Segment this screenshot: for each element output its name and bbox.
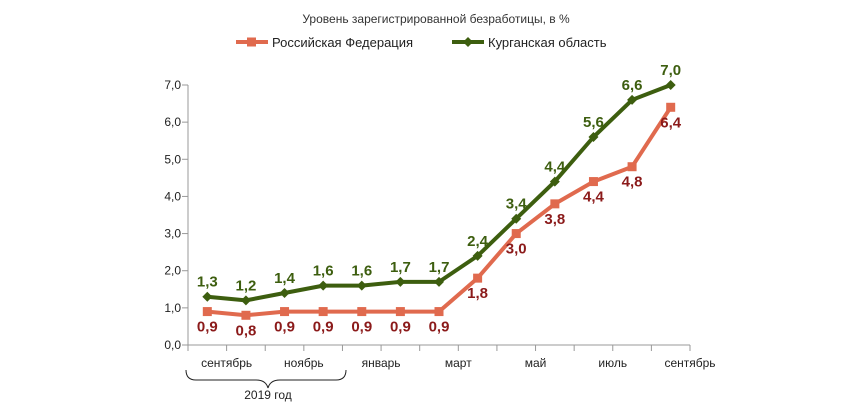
x-tick-label: январь — [362, 356, 401, 370]
legend-marker-rf — [247, 37, 256, 47]
y-tick-label: 1,0 — [164, 301, 181, 315]
data-label-kurgan: 1,2 — [235, 277, 256, 294]
y-tick-label: 2,0 — [164, 264, 181, 278]
y-tick-label: 6,0 — [164, 115, 181, 129]
point-rf — [588, 177, 598, 187]
point-rf — [666, 102, 676, 112]
point-kurgan — [318, 280, 329, 291]
data-label-kurgan: 1,4 — [274, 270, 296, 287]
point-kurgan — [395, 276, 406, 287]
point-kurgan — [472, 250, 483, 261]
point-rf — [550, 199, 560, 209]
y-tick-label: 7,0 — [164, 78, 181, 92]
data-label-kurgan: 7,0 — [660, 62, 681, 79]
point-rf — [318, 307, 328, 317]
point-rf — [511, 229, 521, 239]
y-tick-label: 5,0 — [164, 152, 181, 166]
point-rf — [395, 307, 405, 317]
data-label-kurgan: 3,4 — [506, 196, 528, 213]
year-bracket: 2019 год — [185, 369, 347, 402]
x-tick-label: март — [445, 356, 472, 370]
point-kurgan — [627, 94, 638, 105]
data-label-kurgan: 6,6 — [622, 77, 643, 94]
x-tick-label: ноябрь — [284, 356, 324, 370]
point-rf — [473, 273, 483, 283]
data-label-rf: 1,8 — [467, 285, 488, 302]
data-label-rf: 3,0 — [506, 241, 527, 258]
point-rf — [241, 310, 251, 320]
data-label-rf: 4,4 — [583, 189, 605, 206]
point-rf — [627, 162, 637, 172]
data-label-kurgan: 4,4 — [544, 159, 566, 176]
data-label-kurgan: 1,7 — [429, 259, 450, 276]
point-rf — [202, 307, 212, 317]
y-tick-label: 0,0 — [164, 338, 181, 352]
data-label-kurgan: 1,6 — [313, 263, 334, 280]
y-axis: 0,0 1,0 2,0 3,0 4,0 5,0 6,0 7,0 — [164, 78, 189, 352]
x-tick-label: сентябрь — [664, 356, 715, 370]
point-rf — [280, 307, 290, 317]
y-tick-label: 3,0 — [164, 227, 181, 241]
legend-label-rf: Российская Федерация — [272, 35, 413, 50]
point-kurgan — [240, 295, 251, 306]
data-label-rf: 0,9 — [274, 319, 295, 336]
data-label-rf: 0,9 — [351, 319, 372, 336]
chart-title: Уровень зарегистрированной безработицы, … — [302, 12, 570, 26]
x-tick-label: май — [525, 356, 547, 370]
x-tick-label: июль — [598, 356, 627, 370]
x-tick-label: сентябрь — [201, 356, 252, 370]
legend-entry-rf: Российская Федерация — [236, 35, 413, 50]
point-kurgan — [202, 291, 213, 302]
point-kurgan — [356, 280, 367, 291]
data-label-kurgan: 1,3 — [197, 274, 218, 291]
legend-marker-kurgan — [463, 37, 473, 47]
point-rf — [434, 307, 444, 317]
data-label-rf: 0,8 — [235, 322, 256, 339]
point-kurgan — [588, 132, 599, 142]
data-label-rf: 0,9 — [429, 319, 450, 336]
data-label-rf: 3,8 — [544, 211, 565, 228]
y-tick-label: 4,0 — [164, 189, 181, 203]
legend-entry-kurgan: Курганская область — [452, 35, 607, 50]
data-label-kurgan: 2,4 — [467, 233, 489, 250]
point-kurgan — [665, 80, 676, 90]
point-rf — [357, 307, 367, 317]
data-label-kurgan: 5,6 — [583, 114, 604, 131]
data-label-kurgan: 1,7 — [390, 259, 411, 276]
data-label-kurgan: 1,6 — [351, 263, 372, 280]
data-label-rf: 0,9 — [197, 319, 218, 336]
data-label-rf: 4,8 — [622, 174, 643, 191]
data-label-rf: 0,9 — [313, 319, 334, 336]
year-brace — [185, 369, 347, 389]
point-kurgan — [434, 276, 444, 287]
legend: Российская Федерация Курганская область — [236, 35, 607, 50]
point-kurgan — [511, 213, 522, 224]
data-label-rf: 6,4 — [660, 114, 682, 131]
data-label-rf: 0,9 — [390, 319, 411, 336]
legend-label-kurgan: Курганская область — [488, 35, 607, 50]
point-kurgan — [279, 288, 290, 298]
x-axis: сентябрь ноябрь январь март май июль сентябрь — [187, 344, 716, 370]
year-label: 2019 год — [244, 388, 292, 402]
point-kurgan — [549, 176, 560, 187]
